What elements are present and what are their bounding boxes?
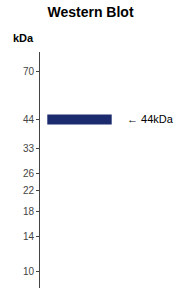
svg-text:kDa: kDa [13, 32, 34, 44]
svg-text:33: 33 [23, 143, 35, 154]
svg-text:44: 44 [23, 114, 35, 125]
svg-text:Western Blot: Western Blot [47, 4, 133, 20]
svg-text:← 44kDa: ← 44kDa [127, 113, 174, 125]
svg-text:10: 10 [23, 266, 35, 277]
svg-text:70: 70 [23, 66, 35, 77]
svg-text:26: 26 [23, 168, 35, 179]
svg-text:14: 14 [23, 231, 35, 242]
svg-text:18: 18 [23, 206, 35, 217]
svg-text:22: 22 [23, 185, 35, 196]
